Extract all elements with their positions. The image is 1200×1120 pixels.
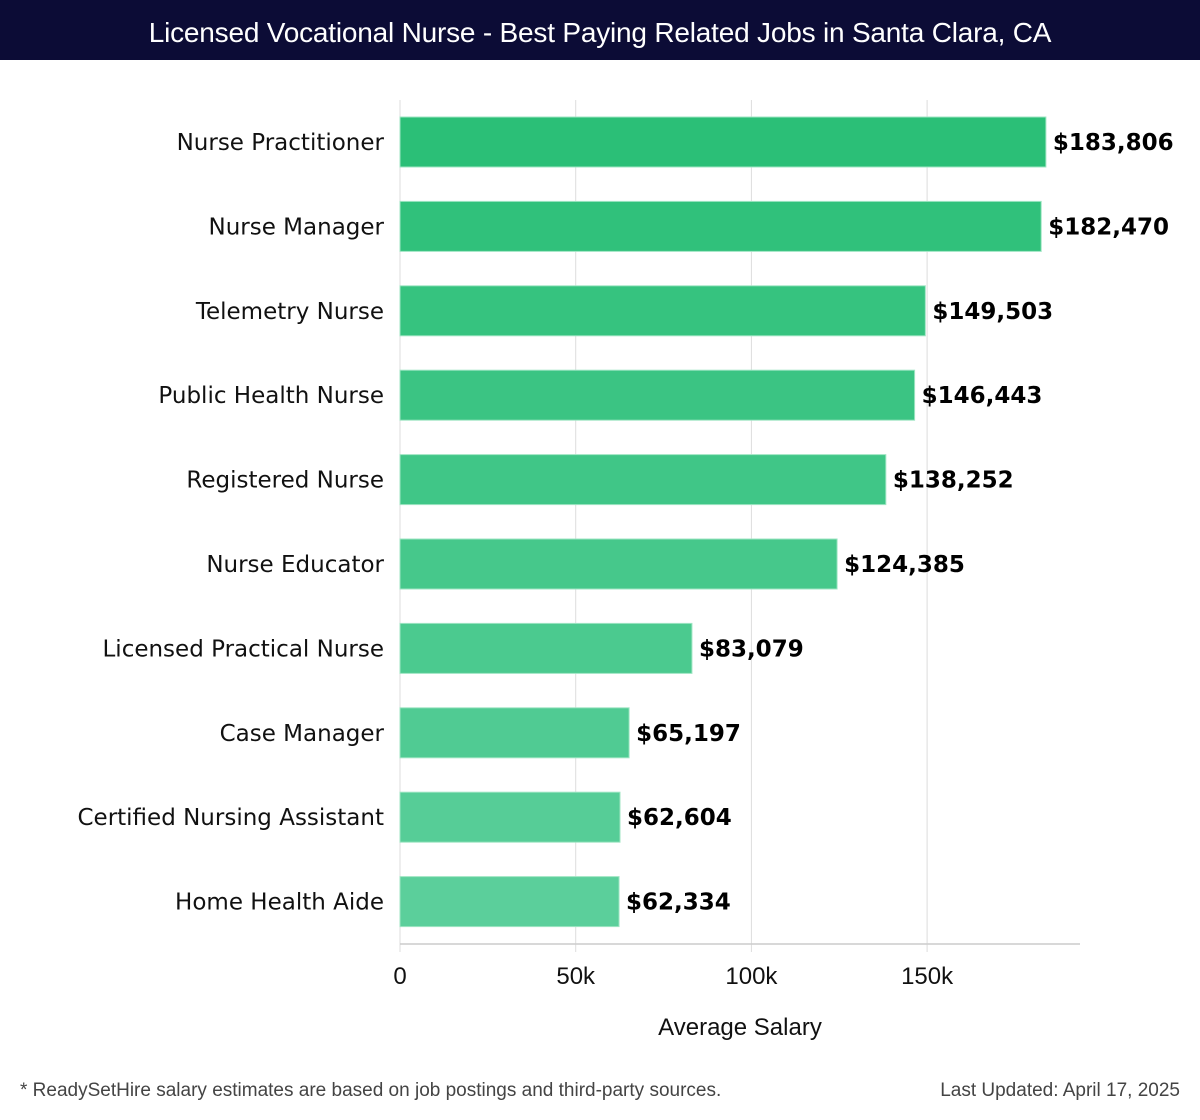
bar [399, 876, 620, 928]
category-label: Telemetry Nurse [195, 299, 384, 325]
category-label: Home Health Aide [175, 890, 384, 916]
bar [399, 285, 926, 337]
bar [399, 116, 1047, 168]
x-tick-label: 150k [901, 963, 954, 990]
category-label: Nurse Manager [209, 214, 385, 240]
value-label: $83,079 [699, 636, 804, 662]
value-label: $65,197 [636, 721, 741, 747]
category-label: Licensed Practical Nurse [102, 636, 384, 662]
bar [399, 200, 1042, 252]
category-label: Public Health Nurse [158, 383, 384, 409]
bar [399, 791, 621, 843]
footnote: * ReadySetHire salary estimates are base… [20, 1080, 722, 1101]
bars [399, 116, 1047, 928]
value-label: $62,334 [626, 890, 731, 916]
value-labels: $183,806 $182,470 $149,503 $146,443 $138,252… [626, 130, 1174, 916]
value-label: $149,503 [932, 299, 1053, 325]
value-label: $138,252 [893, 468, 1014, 494]
value-label: $124,385 [844, 552, 965, 578]
category-label: Nurse Educator [206, 552, 384, 578]
x-tick-label: 50k [556, 963, 596, 990]
bar [399, 707, 630, 759]
value-label: $183,806 [1053, 130, 1174, 156]
bar [399, 369, 916, 421]
x-axis-label: Average Salary [658, 1014, 822, 1041]
bar [399, 454, 887, 506]
bar [399, 538, 838, 590]
header-bar: Licensed Vocational Nurse - Best Paying … [0, 0, 1200, 60]
value-label: $62,604 [627, 805, 732, 831]
bar-chart: Nurse Practitioner Nurse Manager Telemetry… [77, 100, 1174, 1041]
last-updated: Last Updated: April 17, 2025 [940, 1080, 1180, 1101]
category-label: Case Manager [220, 721, 385, 747]
value-label: $146,443 [922, 383, 1043, 409]
category-label: Certified Nursing Assistant [77, 805, 384, 831]
x-axis: 0 50k 100k 150k [393, 943, 1080, 990]
bar [399, 622, 693, 674]
category-labels: Nurse Practitioner Nurse Manager Telemetry… [77, 130, 384, 916]
chart-title: Licensed Vocational Nurse - Best Paying … [148, 17, 1052, 48]
value-label: $182,470 [1048, 214, 1169, 240]
x-tick-label: 100k [725, 963, 778, 990]
category-label: Nurse Practitioner [177, 130, 385, 156]
category-label: Registered Nurse [186, 468, 384, 494]
x-tick-label: 0 [393, 963, 406, 990]
